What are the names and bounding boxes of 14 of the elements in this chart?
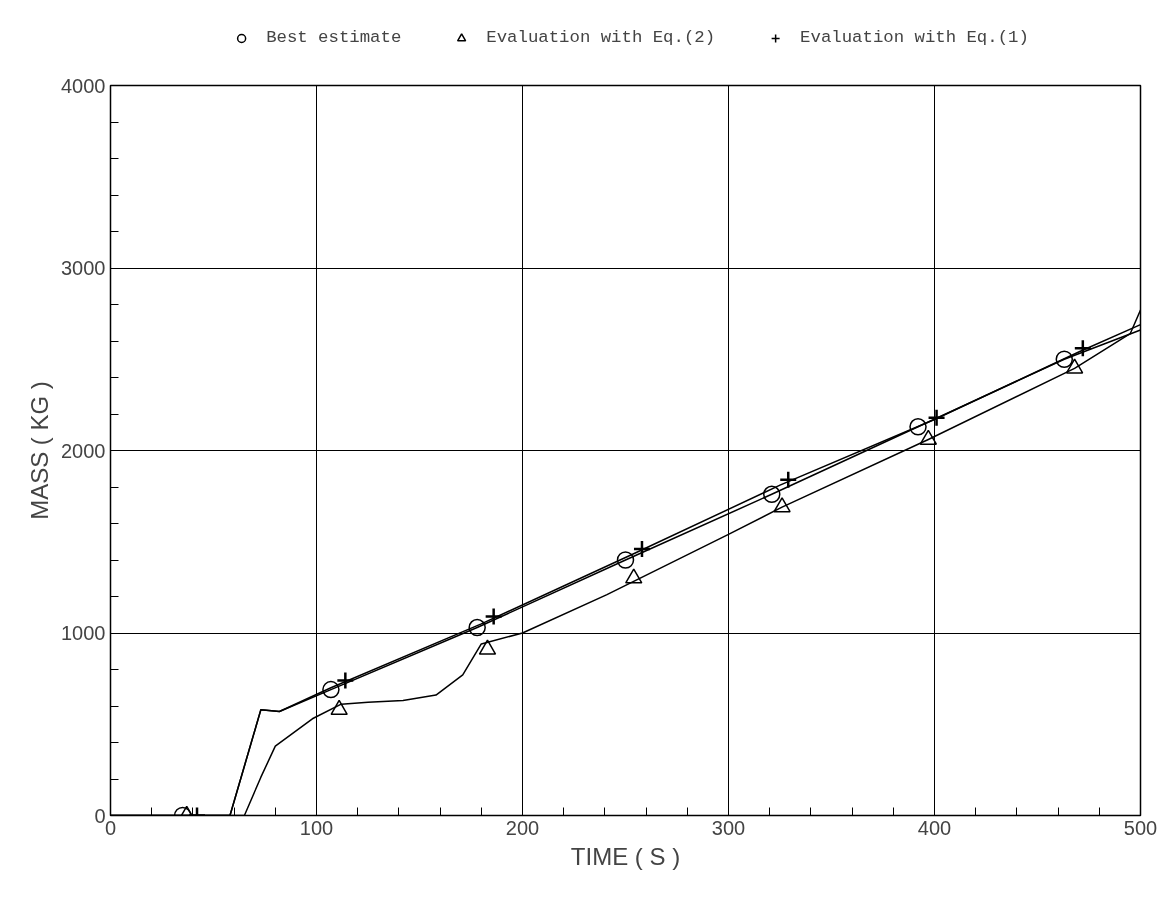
legend-label: Best estimate — [266, 28, 402, 47]
y-tick-label: 1000 — [61, 622, 106, 644]
x-axis-title: TIME ( S ) — [570, 842, 681, 870]
x-tick-label: 300 — [711, 816, 746, 839]
legend-label: Evaluation with Eq.(1) — [800, 28, 1029, 47]
legend-label: Evaluation with Eq.(2) — [486, 28, 716, 47]
y-tick-label: 2000 — [61, 439, 106, 462]
y-axis-title: MASS ( KG ) — [26, 381, 54, 520]
y-tick-label: 4000 — [61, 74, 106, 97]
x-tick-label: 200 — [505, 816, 540, 839]
y-tick-label: 3000 — [61, 257, 106, 279]
x-tick-label: 100 — [299, 816, 334, 839]
x-tick-label: 400 — [917, 816, 952, 839]
x-tick-label: 500 — [1123, 816, 1158, 839]
